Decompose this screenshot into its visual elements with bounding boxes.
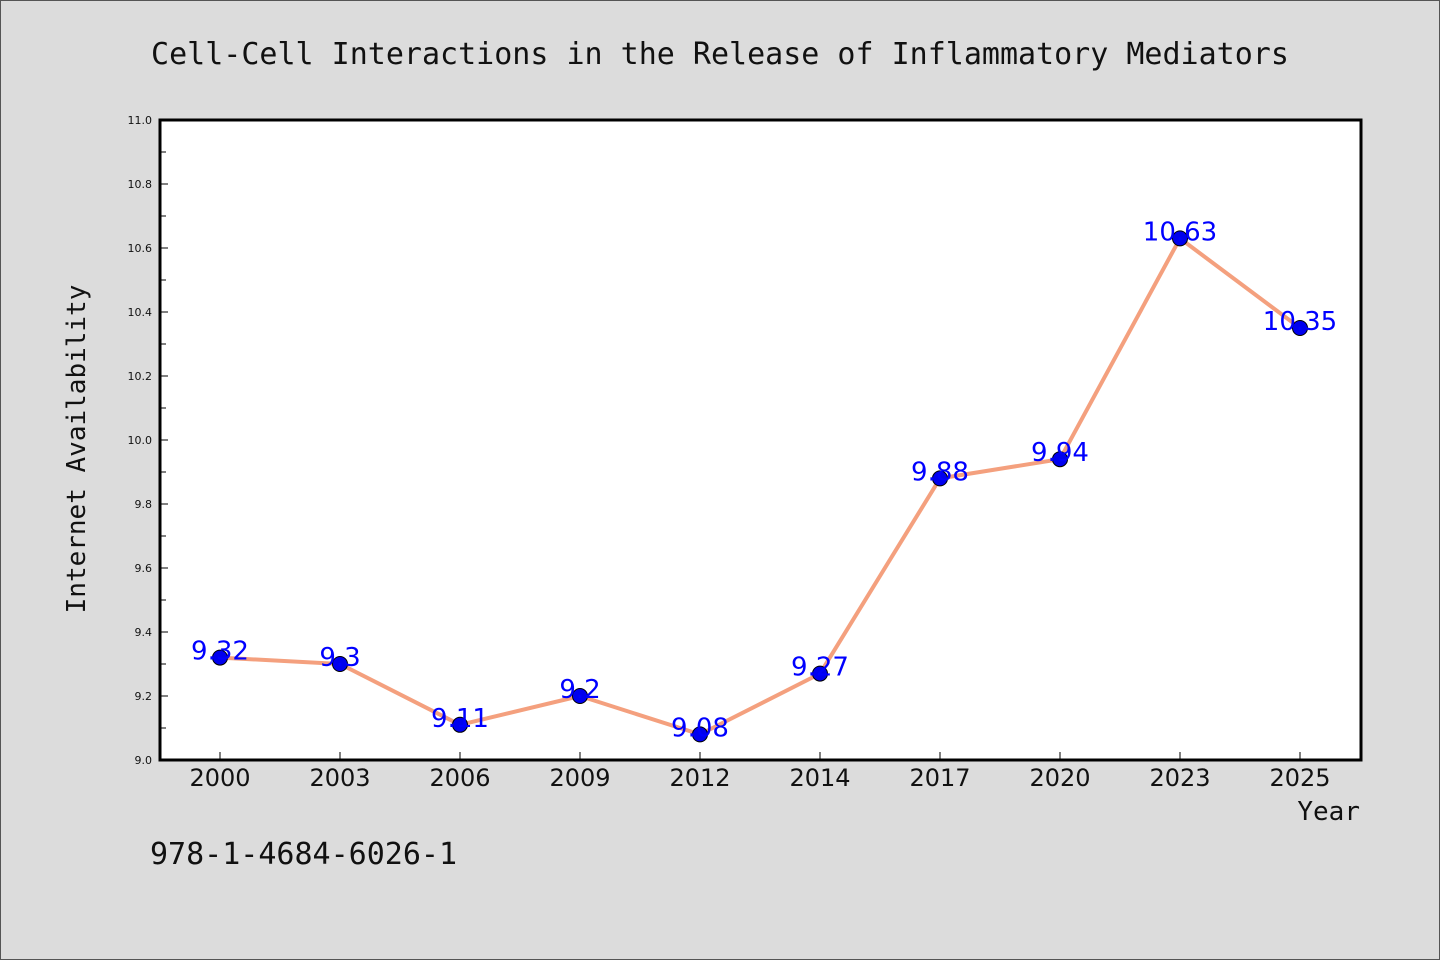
plot-border xyxy=(158,118,1363,762)
data-label: 9.94 xyxy=(1031,438,1089,468)
data-label: 9.27 xyxy=(791,653,849,683)
data-point-marker xyxy=(1172,230,1188,247)
data-label: 9.2 xyxy=(559,675,600,705)
data-point-marker xyxy=(452,716,468,733)
y-tick-label: 10.6 xyxy=(128,242,153,255)
data-point-marker xyxy=(932,470,948,487)
y-tick-label: 9.4 xyxy=(135,626,153,639)
x-axis-ticks: 2000 2003 2006 2009 2012 2014 2017 2020 2023 2025 xyxy=(189,752,1331,792)
y-tick-label: 11.0 xyxy=(128,114,153,127)
y-tick-label: 9.0 xyxy=(135,754,153,767)
x-axis-label: Year xyxy=(1297,797,1360,827)
x-tick-label: 2020 xyxy=(1029,764,1090,792)
data-label: 9.08 xyxy=(671,713,729,743)
data-label: 10.35 xyxy=(1263,307,1337,337)
data-point-marker xyxy=(332,656,348,672)
x-tick-label: 2009 xyxy=(549,764,610,792)
data-point-marker xyxy=(572,688,588,704)
data-point-marker xyxy=(1052,451,1068,468)
data-label: 9.11 xyxy=(431,704,489,734)
series-line xyxy=(219,236,1302,737)
data-point-marker xyxy=(812,665,828,682)
y-tick-label: 9.6 xyxy=(135,562,153,575)
data-point-marker xyxy=(1292,320,1308,336)
plot-area xyxy=(160,120,1361,760)
data-label: 10.63 xyxy=(1143,217,1217,247)
data-label: 9.88 xyxy=(911,457,969,487)
x-tick-label: 2000 xyxy=(189,764,250,792)
y-tick-label: 10.0 xyxy=(128,434,153,447)
x-tick-label: 2023 xyxy=(1149,764,1210,792)
y-axis-label: Internet Availability xyxy=(62,285,92,614)
data-label: 9.3 xyxy=(319,643,360,673)
series-line-group: 9.32 9.3 9.11 9.2 9.08 9.27 9.88 9.94 10.63 10.35 xyxy=(191,217,1337,743)
y-tick-label: 10.8 xyxy=(128,178,153,191)
data-point-marker xyxy=(692,726,708,743)
y-tick-label: 10.4 xyxy=(128,306,153,319)
isbn-text: 978-1-4684-6026-1 xyxy=(150,837,457,872)
x-tick-label: 2017 xyxy=(909,764,970,792)
y-tick-label: 9.2 xyxy=(135,690,153,703)
x-tick-label: 2003 xyxy=(309,764,370,792)
x-tick-label: 2012 xyxy=(669,764,730,792)
y-tick-label: 10.2 xyxy=(128,370,153,383)
x-tick-label: 2014 xyxy=(789,764,850,792)
y-tick-label: 9.8 xyxy=(135,498,153,511)
y-axis-ticks: 9.0 9.2 9.4 9.6 9.8 10.0 10.2 10.4 10.6 10.8 11.0 xyxy=(128,114,168,767)
x-tick-label: 2006 xyxy=(429,764,490,792)
chart-title: Cell-Cell Interactions in the Release of… xyxy=(151,37,1289,72)
data-label: 9.32 xyxy=(191,637,249,667)
data-point-marker xyxy=(212,649,228,666)
x-tick-label: 2025 xyxy=(1269,764,1330,792)
